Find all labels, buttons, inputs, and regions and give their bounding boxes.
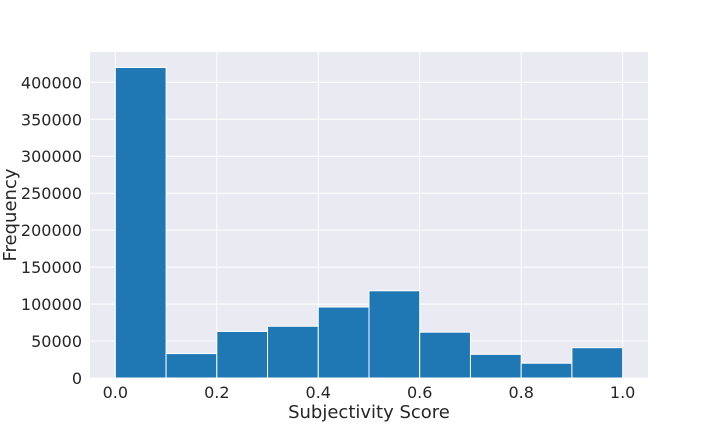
histogram-bar: [571, 347, 624, 379]
y-tick-label: 400000: [21, 73, 82, 92]
x-tick-label: 0.8: [508, 383, 533, 402]
x-axis-label: Subjectivity Score: [288, 402, 450, 423]
y-tick-label: 50000: [31, 332, 82, 351]
histogram-bar: [520, 362, 573, 379]
histogram-bar: [216, 330, 269, 379]
x-tick-label: 0.4: [306, 383, 331, 402]
grid-lines: [90, 52, 648, 379]
bars: [114, 67, 624, 379]
x-tick-label: 1.0: [610, 383, 635, 402]
histogram-bar: [469, 353, 522, 379]
histogram-bar: [317, 306, 370, 379]
y-tick-label: 0: [72, 369, 82, 388]
histogram-bar: [419, 331, 471, 379]
y-tick-label: 250000: [21, 184, 82, 203]
histogram-bar: [267, 325, 319, 379]
histogram-bar: [114, 67, 167, 379]
histogram-bar: [368, 290, 421, 379]
y-tick-label: 150000: [21, 258, 82, 277]
y-axis-ticks: 0 50000 100000 150000 200000 250000 300000 3500…: [21, 73, 82, 388]
x-tick-label: 0.0: [103, 383, 128, 402]
y-axis-label: Frequency: [0, 168, 21, 261]
histogram-bar: [165, 353, 218, 379]
y-tick-label: 350000: [21, 110, 82, 129]
x-tick-label: 0.6: [407, 383, 432, 402]
x-tick-label: 0.2: [204, 383, 229, 402]
y-tick-label: 100000: [21, 295, 82, 314]
y-tick-label: 300000: [21, 147, 82, 166]
x-axis-ticks: 0.0 0.2 0.4 0.6 0.8 1.0: [103, 383, 636, 402]
y-tick-label: 200000: [21, 221, 82, 240]
